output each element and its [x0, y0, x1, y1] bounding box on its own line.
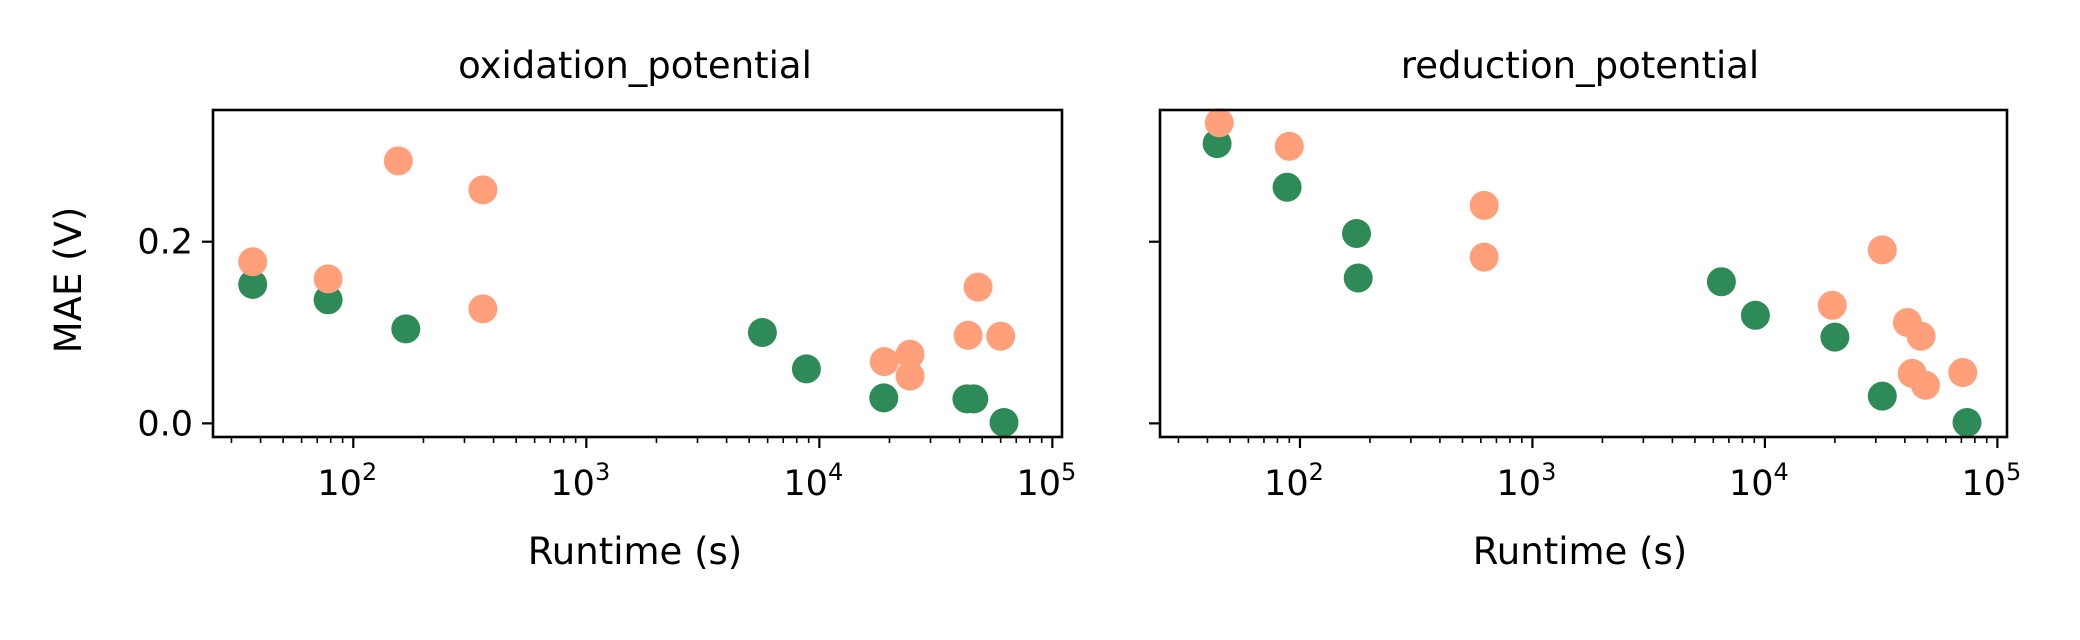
panel-title: reduction_potential — [1401, 44, 1759, 87]
data-point-series-1-0 — [1204, 108, 1234, 138]
data-point-series-0-2 — [1342, 219, 1371, 248]
data-point-series-1-5 — [869, 347, 899, 377]
data-point-series-1-10 — [1948, 358, 1978, 387]
data-point-series-1-7 — [895, 361, 925, 391]
panel-oxidation-potential: oxidation_potential MAE (V) Runtime (s) … — [47, 44, 1076, 573]
data-point-series-1-9 — [1910, 370, 1940, 400]
data-point-series-0-4 — [791, 354, 821, 384]
data-point-series-0-0 — [238, 269, 268, 299]
data-point-series-1-4 — [468, 294, 498, 324]
data-point-series-1-5 — [1867, 235, 1897, 265]
data-point-series-1-0 — [238, 247, 268, 277]
x-axis-label: Runtime (s) — [1473, 530, 1687, 573]
panel-reduction-potential: reduction_potential Runtime (s) 102 103 10… — [1149, 44, 2021, 573]
data-point-series-0-7 — [959, 384, 989, 414]
x-axis-label: Runtime (s) — [528, 530, 742, 573]
data-point-series-1-2 — [383, 146, 413, 176]
y-axis-label: MAE (V) — [47, 207, 90, 354]
data-point-series-0-3 — [747, 318, 777, 347]
plot-frame — [211, 108, 1064, 439]
x-tick-label: 103 — [1497, 458, 1557, 504]
data-point-series-1-8 — [953, 320, 983, 350]
data-point-series-1-9 — [963, 272, 993, 302]
data-point-series-0-8 — [989, 408, 1019, 437]
data-point-series-0-6 — [1820, 322, 1850, 352]
data-point-series-1-2 — [1469, 190, 1499, 220]
plot-frame — [1158, 108, 2009, 439]
data-point-series-0-2 — [391, 314, 421, 344]
data-point-series-0-1 — [1272, 172, 1302, 202]
data-point-series-0-8 — [1952, 408, 1982, 437]
data-point-series-1-3 — [468, 175, 498, 205]
data-point-series-0-0 — [1202, 129, 1232, 159]
data-point-series-1-3 — [1469, 242, 1499, 272]
x-tick-label: 104 — [1729, 458, 1789, 504]
data-point-series-0-1 — [313, 285, 343, 315]
data-point-series-1-6 — [895, 339, 925, 369]
data-point-series-0-3 — [1343, 263, 1373, 293]
y-tick-label: 0.0 — [137, 404, 193, 444]
x-tick-label: 105 — [1961, 458, 2021, 504]
x-tick-label: 102 — [1264, 458, 1324, 504]
data-point-series-1-10 — [986, 321, 1016, 351]
data-point-series-0-5 — [869, 383, 899, 413]
data-point-series-1-1 — [1274, 131, 1304, 161]
data-point-series-0-5 — [1740, 300, 1770, 330]
x-tick-label: 102 — [317, 458, 377, 504]
x-tick-label: 103 — [550, 458, 610, 504]
data-point-series-1-8 — [1906, 321, 1936, 351]
y-tick-label: 0.2 — [137, 223, 193, 263]
data-point-series-1-4 — [1817, 290, 1847, 320]
x-tick-label: 104 — [783, 458, 843, 504]
data-point-series-0-4 — [1706, 267, 1736, 297]
panel-title: oxidation_potential — [458, 44, 812, 87]
x-tick-label: 105 — [1016, 458, 1076, 504]
data-point-series-1-1 — [313, 264, 343, 294]
data-point-series-0-7 — [1867, 381, 1897, 411]
